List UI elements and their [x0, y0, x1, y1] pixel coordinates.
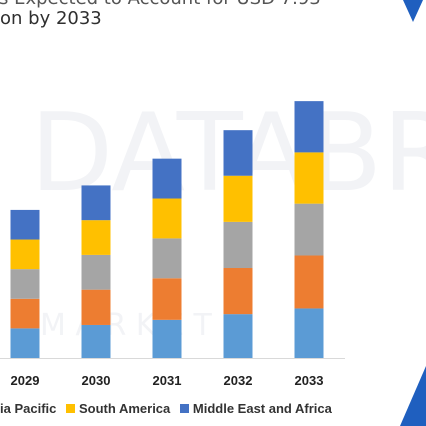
bar-segment-2031-series-3	[152, 238, 182, 279]
bar-segment-2029-series-2	[10, 298, 40, 329]
legend-label-south-america: South America	[79, 401, 171, 416]
bar-segment-2031-series-1	[152, 319, 182, 358]
bar-segment-2033-series-3	[294, 203, 324, 256]
bar-segment-2030-series-5	[81, 185, 111, 221]
bar-segment-2031-series-2	[152, 278, 182, 320]
x-tick-label-2032: 2032	[224, 373, 253, 388]
bar-segment-2029-series-4	[10, 239, 40, 270]
bar-segment-2033-series-5	[294, 101, 324, 153]
x-tick-label-2033: 2033	[295, 373, 324, 388]
bar-segment-2029-series-1	[10, 328, 40, 358]
x-tick-label-2030: 2030	[82, 373, 111, 388]
legend: ia Pacific South America Middle East and…	[0, 401, 338, 416]
x-tick-label-2031: 2031	[153, 373, 182, 388]
bar-segment-2033-series-2	[294, 255, 324, 309]
chart-title-line-1: is Expected to Account for USD 7.93	[0, 0, 321, 9]
bar-segment-2032-series-2	[223, 268, 253, 315]
decorative-triangle-bottom	[400, 366, 426, 426]
legend-label-middle-east-africa: Middle East and Africa	[192, 401, 332, 416]
legend-item-south-america: South America	[66, 401, 170, 416]
watermark-subtext: M A R K E T	[40, 308, 213, 343]
bar-segment-2030-series-4	[81, 220, 111, 255]
bar-segment-2032-series-4	[223, 175, 253, 222]
bar-segment-2029-series-3	[10, 269, 40, 299]
bar-segment-2032-series-1	[223, 314, 253, 358]
legend-label-asia-pacific: ia Pacific	[0, 401, 57, 416]
x-tick-label-2029: 2029	[11, 373, 40, 388]
bar-segment-2030-series-3	[81, 254, 111, 290]
bar-segment-2033-series-1	[294, 308, 324, 358]
legend-swatch-middle-east-africa	[179, 404, 189, 413]
bar-segment-2032-series-5	[223, 130, 253, 176]
bar-segment-2030-series-1	[81, 324, 111, 358]
legend-swatch-south-america	[66, 404, 75, 413]
chart-title-line-2: on by 2033	[0, 8, 102, 29]
decorative-triangle-top	[403, 0, 423, 22]
bar-segment-2031-series-4	[152, 198, 182, 239]
legend-item-middle-east-africa: Middle East and Africa	[179, 401, 332, 416]
bar-segment-2030-series-2	[81, 289, 111, 325]
legend-item-asia-pacific: ia Pacific	[0, 401, 56, 416]
bar-segment-2033-series-4	[294, 152, 324, 204]
bar-segment-2031-series-5	[152, 158, 182, 199]
bar-segment-2032-series-3	[223, 221, 253, 269]
bar-segment-2029-series-5	[10, 209, 40, 240]
